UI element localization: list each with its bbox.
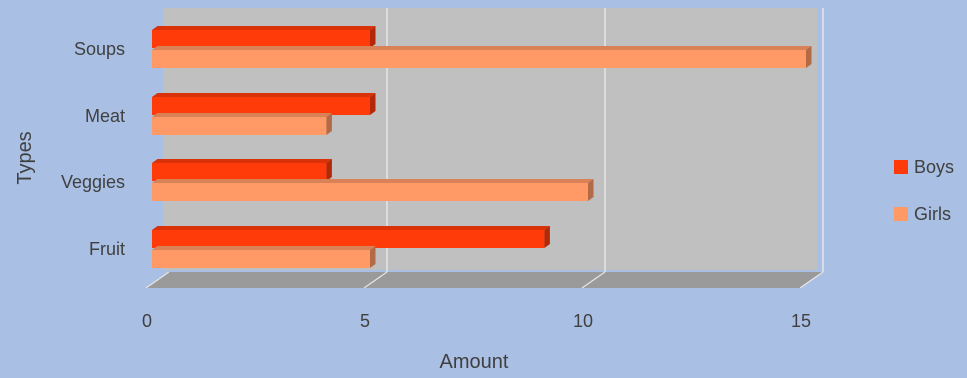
bar-front-face: [152, 30, 370, 48]
bar-end-face: [806, 46, 812, 68]
x-tick-label: 5: [360, 311, 370, 331]
bar-top-face: [152, 26, 376, 30]
bar-boys-veggies: [152, 159, 332, 181]
x-tick-label: 15: [791, 311, 811, 331]
y-axis-title: Types: [14, 131, 36, 184]
floor-gridline: [581, 271, 606, 289]
x-tick-label: 10: [573, 311, 593, 331]
bar-front-face: [152, 230, 545, 248]
bar-end-face: [370, 93, 376, 115]
category-labels: Fruit Veggies Meat Soups: [61, 39, 125, 259]
floor-gridline: [363, 271, 388, 289]
bar-top-face: [152, 113, 332, 117]
bar-girls-meat: [152, 113, 332, 135]
bar-girls-veggies: [152, 179, 594, 201]
plot-back-wall: [163, 8, 817, 270]
category-label: Fruit: [89, 239, 125, 259]
category-label: Meat: [85, 106, 125, 126]
legend-label: Boys: [914, 157, 954, 177]
bar-girls-fruit: [152, 246, 376, 268]
bar-front-face: [152, 163, 327, 181]
bar-front-face: [152, 117, 327, 135]
bar-end-face: [326, 159, 332, 181]
bar-boys-fruit: [152, 226, 550, 248]
category-label: Veggies: [61, 172, 125, 192]
value-tick-labels: 0 5 10 15: [142, 311, 811, 331]
legend-label: Girls: [914, 204, 951, 224]
bar-top-face: [152, 159, 332, 163]
bar-front-face: [152, 183, 588, 201]
bar-boys-meat: [152, 93, 376, 115]
legend: Boys Girls: [894, 157, 954, 224]
x-tick-label: 0: [142, 311, 152, 331]
bar-girls-soups: [152, 46, 812, 68]
bar-end-face: [588, 179, 594, 201]
bar-end-face: [370, 246, 376, 268]
bar-front-face: [152, 50, 806, 68]
bar-end-face: [326, 113, 332, 135]
floor-gridline: [145, 271, 170, 289]
bar-top-face: [152, 226, 550, 230]
bar-top-face: [152, 179, 594, 183]
bar-top-face: [152, 246, 376, 250]
legend-swatch: [894, 160, 908, 174]
bar-boys-soups: [152, 26, 376, 48]
bar-top-face: [152, 93, 376, 97]
bar-end-face: [370, 26, 376, 48]
floor-gridline: [799, 271, 824, 289]
legend-swatch: [894, 207, 908, 221]
category-label: Soups: [74, 39, 125, 59]
bars: [152, 26, 812, 268]
bar-top-face: [152, 46, 812, 50]
bar-front-face: [152, 250, 370, 268]
bar-front-face: [152, 97, 370, 115]
plot-floor: [146, 272, 823, 288]
x-axis-title: Amount: [440, 351, 509, 373]
bar-end-face: [544, 226, 550, 248]
